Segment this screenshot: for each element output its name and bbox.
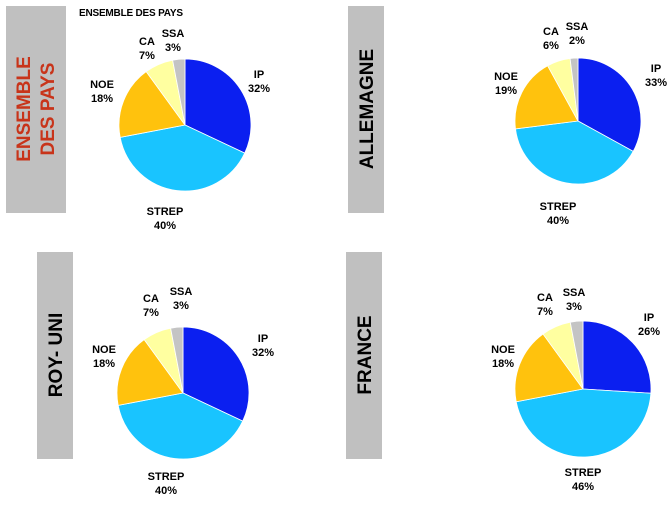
slice-label-strep: STREP 40% (539, 201, 577, 227)
slice-label-ssa: SSA 3% (562, 287, 586, 313)
slice-label-ip: IP 33% (644, 63, 668, 89)
chart-title-line-1: FRANCE (355, 315, 376, 394)
pie-slice-ca (145, 59, 186, 126)
chart-title-line-1: ALLEMAGNE (357, 49, 378, 169)
pie-slice-ip (577, 57, 642, 152)
pie-slice-ca (547, 58, 579, 122)
slice-label-ca: CA 6% (543, 26, 559, 52)
pie-slice-strep (117, 392, 244, 460)
pie-slice-ip (182, 326, 250, 422)
slice-label-ip: IP 32% (251, 333, 275, 359)
chart-title-line-1: ENSEMBLE (14, 56, 35, 162)
pie-slice-ssa (172, 58, 186, 126)
chart-title-box: FRANCE (346, 252, 382, 459)
chart-title-box: ENSEMBLE DES PAYS (6, 6, 66, 213)
pie-slice-ssa (569, 57, 579, 122)
pie-slice-noe (116, 339, 184, 406)
slice-label-ssa: SSA 3% (161, 28, 185, 54)
pie-slice-ip (184, 58, 252, 154)
pie-slice-noe (118, 71, 186, 138)
chart-title-line-2: DES PAYS (38, 63, 59, 156)
slice-label-ip: IP 26% (637, 312, 661, 338)
chart-title-box: ROY- UNI (37, 252, 73, 459)
slice-label-noe: NOE 19% (494, 71, 518, 97)
pie-slice-ca (143, 327, 184, 394)
chart-subtitle: ENSEMBLE DES PAYS (79, 8, 183, 19)
pie-slice-ca (542, 321, 584, 390)
slice-label-noe: NOE 18% (491, 344, 515, 370)
slice-label-ssa: SSA 2% (565, 21, 589, 47)
slice-label-strep: STREP 40% (147, 471, 185, 497)
slice-label-strep: STREP 40% (146, 206, 184, 232)
slice-label-ca: CA 7% (139, 36, 155, 62)
slice-label-ssa: SSA 3% (169, 286, 193, 312)
slice-label-ip: IP 32% (247, 69, 271, 95)
pie-slice-strep (515, 388, 652, 458)
pie-slice-ssa (170, 326, 184, 394)
slice-label-noe: NOE 18% (90, 79, 114, 105)
pie-slice-ssa (569, 320, 584, 390)
slice-label-strep: STREP 46% (564, 467, 602, 493)
slice-label-ca: CA 7% (143, 293, 159, 319)
pie-slice-noe (514, 333, 584, 403)
chart-title-line-1: ROY- UNI (46, 313, 67, 397)
slice-label-noe: NOE 18% (92, 344, 116, 370)
pie-slice-strep (119, 124, 246, 192)
pie-slice-strep (515, 120, 634, 185)
slice-label-ca: CA 7% (537, 292, 553, 318)
chart-title-box: ALLEMAGNE (348, 6, 384, 213)
